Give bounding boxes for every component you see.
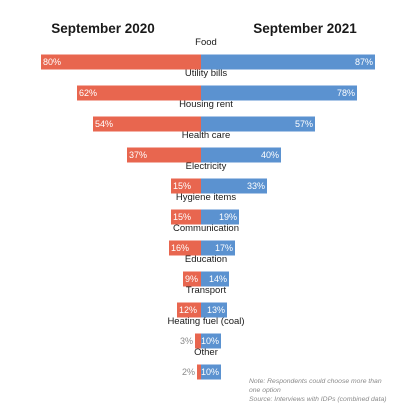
bar-row: Food 80% 87% xyxy=(41,37,375,70)
value-label-2021: 57% xyxy=(295,119,313,129)
bar-sept-2021 xyxy=(201,54,375,70)
bar-sept-2020 xyxy=(41,54,201,70)
series-right-header: September 2021 xyxy=(253,21,357,36)
value-label-2021: 10% xyxy=(201,336,219,346)
bar-row: Other 2% 10% xyxy=(182,347,221,380)
bar-sept-2021 xyxy=(201,209,239,225)
category-label: Other xyxy=(194,347,218,358)
bar-row: Health care 37% 40% xyxy=(127,130,281,163)
bar-row: Communication 16% 17% xyxy=(169,223,239,256)
value-label-2020: 54% xyxy=(95,119,113,129)
source-note: Source: Interviews with IDPs (combined d… xyxy=(249,396,387,403)
bar-row: Heating fuel (coal) 3% 10% xyxy=(167,316,245,349)
bar-row: Hygiene items 15% 19% xyxy=(171,192,239,225)
value-label-2021: 87% xyxy=(355,57,373,67)
bar-sept-2020 xyxy=(77,85,201,101)
value-label-2021: 33% xyxy=(247,181,265,191)
series-left-header: September 2020 xyxy=(51,21,155,36)
footnote-line-1: Note: Respondents could choose more than xyxy=(249,378,382,385)
category-label: Communication xyxy=(173,223,239,234)
bar-row: Housing rent 54% 57% xyxy=(93,99,315,132)
category-label: Electricity xyxy=(186,161,227,172)
bar-sept-2021 xyxy=(201,116,315,132)
bar-sept-2021 xyxy=(201,240,235,256)
bar-row: Utility bills 62% 78% xyxy=(77,68,357,101)
bar-sept-2020 xyxy=(177,302,201,318)
value-label-2021: 10% xyxy=(201,367,219,377)
bar-sept-2021 xyxy=(201,302,227,318)
category-label: Heating fuel (coal) xyxy=(167,316,244,327)
value-label-2021: 13% xyxy=(207,305,225,315)
footnote-line-2: one option xyxy=(249,387,281,394)
value-label-2021: 17% xyxy=(215,243,233,253)
value-label-2020: 16% xyxy=(171,243,189,253)
value-label-2020: 15% xyxy=(173,181,191,191)
bar-sept-2020 xyxy=(183,271,201,287)
category-label: Education xyxy=(185,254,227,265)
value-label-2020: 62% xyxy=(79,88,97,98)
category-label: Hygiene items xyxy=(176,192,236,203)
value-label-2021: 78% xyxy=(337,88,355,98)
bar-sept-2021 xyxy=(201,364,221,380)
bar-sept-2020 xyxy=(171,178,201,194)
bar-sept-2020 xyxy=(169,240,201,256)
value-label-2020: 80% xyxy=(43,57,61,67)
value-label-2021: 19% xyxy=(219,212,237,222)
value-label-2020: 15% xyxy=(173,212,191,222)
bar-row: Transport 12% 13% xyxy=(177,285,227,318)
category-label: Health care xyxy=(182,130,231,141)
bar-sept-2020 xyxy=(127,147,201,163)
value-label-2020: 37% xyxy=(129,150,147,160)
value-label-2020: 12% xyxy=(179,305,197,315)
category-label: Transport xyxy=(186,285,227,296)
category-label: Food xyxy=(195,37,217,48)
bar-sept-2020 xyxy=(93,116,201,132)
category-label: Utility bills xyxy=(185,68,227,79)
bar-sept-2021 xyxy=(201,333,221,349)
bar-row: Education 9% 14% xyxy=(183,254,229,287)
value-label-2021: 14% xyxy=(209,274,227,284)
bar-sept-2020 xyxy=(195,333,201,349)
bars-layer: Food 80% 87% Utility bills 62% 78% Housing ren… xyxy=(41,37,375,380)
bar-row: Electricity 15% 33% xyxy=(171,161,267,194)
value-label-2020: 3% xyxy=(180,336,193,346)
bar-sept-2021 xyxy=(201,178,267,194)
bar-sept-2020 xyxy=(197,364,201,380)
value-label-2020: 9% xyxy=(185,274,198,284)
category-label: Housing rent xyxy=(179,99,233,110)
bar-sept-2021 xyxy=(201,85,357,101)
value-label-2021: 40% xyxy=(261,150,279,160)
bar-sept-2021 xyxy=(201,271,229,287)
bar-sept-2020 xyxy=(171,209,201,225)
bar-sept-2021 xyxy=(201,147,281,163)
value-label-2020: 2% xyxy=(182,367,195,377)
